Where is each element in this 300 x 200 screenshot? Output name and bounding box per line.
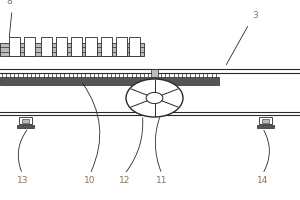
Bar — [19, 117, 32, 124]
Bar — [9, 36, 20, 55]
Bar — [0, 43, 144, 56]
Bar — [116, 36, 127, 55]
Text: 10: 10 — [84, 176, 96, 185]
Bar — [262, 119, 269, 123]
Circle shape — [146, 92, 163, 104]
Bar — [17, 125, 34, 128]
Text: 8: 8 — [6, 0, 12, 6]
Bar — [22, 119, 29, 123]
Bar — [70, 36, 82, 55]
Bar — [56, 36, 67, 55]
Bar — [151, 69, 158, 77]
Bar — [40, 36, 52, 55]
Bar — [129, 36, 140, 55]
Bar — [24, 36, 35, 55]
Text: 13: 13 — [17, 176, 28, 185]
Bar — [257, 125, 274, 128]
Bar — [259, 117, 272, 124]
Bar — [0, 77, 219, 85]
Text: 3: 3 — [252, 11, 258, 20]
Bar — [100, 36, 112, 55]
Text: 11: 11 — [156, 176, 168, 185]
Text: 12: 12 — [119, 176, 130, 185]
Circle shape — [126, 79, 183, 117]
Bar — [85, 36, 97, 55]
Text: 14: 14 — [257, 176, 268, 185]
